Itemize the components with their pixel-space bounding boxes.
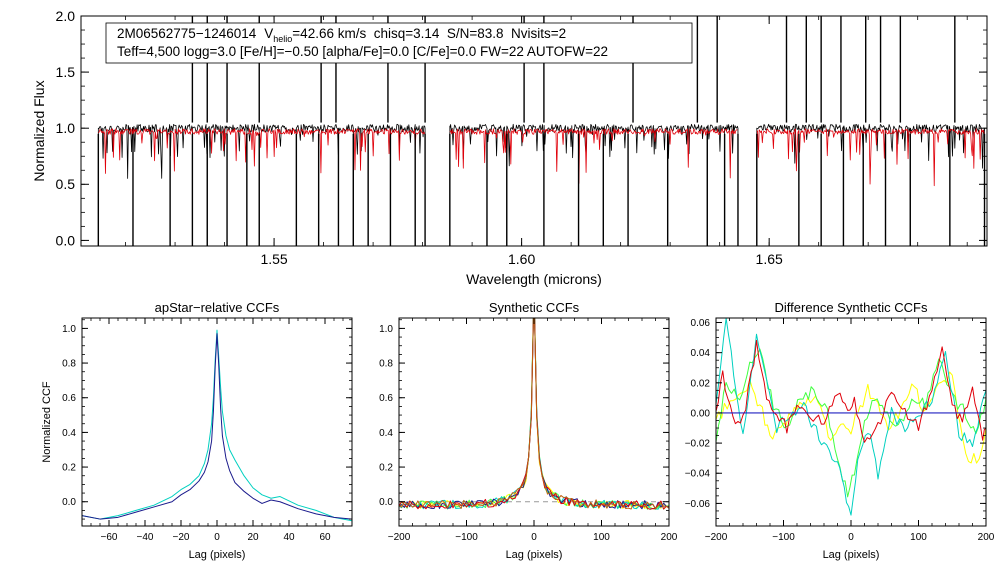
- apstar-series-visit-2: [82, 333, 352, 520]
- difference-xlabel: Lag (pixels): [823, 549, 880, 561]
- synthetic-series-c: [399, 318, 669, 510]
- y-tick-label: 1.5: [56, 64, 76, 80]
- synthetic-axes: −200 −100 0 100 200 0.0 0.2 0.4 0.6 0.8 1.0: [379, 318, 678, 543]
- difference-axes: −200 −100 0 100 200 −0.06 −0.04 −0.02 0.00 0.02 0.…: [685, 318, 995, 543]
- spectrum-series-observed: [449, 123, 739, 246]
- apstar-ylabel: Normalized CCF: [41, 381, 53, 463]
- apstar-series-visit-1: [82, 329, 352, 522]
- difference-series-cyan: [716, 318, 986, 516]
- x-tick-label: −200: [705, 532, 728, 543]
- x-tick-label: 100: [593, 532, 610, 543]
- y-tick-label: 0.5: [56, 176, 76, 192]
- synthetic-title: Synthetic CCFs: [489, 300, 580, 315]
- y-tick-label: 0.00: [691, 408, 711, 419]
- y-tick-label: 0.8: [379, 359, 393, 370]
- y-tick-label: 0.4: [62, 428, 76, 439]
- y-tick-label: 1.0: [379, 324, 393, 335]
- y-tick-label: 0.4: [379, 428, 393, 439]
- apstar-traces: [82, 329, 352, 522]
- x-tick-label: 200: [978, 532, 995, 543]
- y-tick-label: −0.04: [685, 469, 711, 480]
- x-tick-label: 60: [319, 532, 331, 543]
- header-v-rest: =42.66 km/s chisq=3.14 S/N=83.8 Nvisits=…: [292, 26, 566, 41]
- difference-series-green: [716, 348, 986, 498]
- y-tick-label: 0.0: [62, 497, 76, 508]
- x-tick-label: 1.60: [508, 251, 535, 267]
- difference-ccf-panel: Difference Synthetic CCFs −200 −100 0 100 20…: [685, 300, 995, 561]
- y-tick-label: 1.0: [56, 120, 76, 136]
- x-tick-label: 40: [283, 532, 295, 543]
- x-tick-label: 0: [214, 532, 220, 543]
- x-tick-label: −100: [455, 532, 478, 543]
- y-tick-label: −0.06: [685, 499, 711, 510]
- header-line-2: Teff=4,500 logg=3.0 [Fe/H]=−0.50 [alpha/…: [117, 44, 608, 59]
- y-tick-label: −0.02: [685, 439, 711, 450]
- apstar-axes: −60 −40 −20 0 20 40 60 0.0 0.2 0.4 0.6 0.8 1.0: [62, 318, 353, 543]
- spectrum-series-model: [756, 128, 985, 187]
- y-tick-label: 0.2: [62, 463, 76, 474]
- y-tick-label: 2.0: [56, 8, 76, 24]
- y-tick-label: 0.0: [56, 232, 76, 248]
- synthetic-ccf-panel: Synthetic CCFs −200 −100 0 100 200 0.0 0.2 0.4 0…: [379, 300, 678, 561]
- apstar-ccf-panel: apStar−relative CCFs −60 −40 −20 0 20 40 60 0.0…: [41, 300, 353, 561]
- header-v: V: [264, 26, 273, 41]
- x-tick-label: 200: [661, 532, 678, 543]
- y-tick-label: 0.6: [379, 393, 393, 404]
- apstar-xlabel: Lag (pixels): [189, 549, 246, 561]
- synthetic-frame: [398, 317, 670, 527]
- x-tick-label: −200: [388, 532, 411, 543]
- difference-frame: [715, 317, 987, 527]
- spectrum-header-box: [105, 22, 693, 64]
- header-object: 2M06562775−1246014: [117, 26, 257, 41]
- y-tick-label: 0.04: [691, 348, 711, 359]
- y-tick-label: 0.8: [62, 359, 76, 370]
- synthetic-series-d: [399, 318, 669, 510]
- synthetic-xlabel: Lag (pixels): [506, 549, 563, 561]
- difference-series-yellow: [716, 371, 986, 464]
- apstar-title: apStar−relative CCFs: [155, 300, 280, 315]
- difference-traces: [716, 318, 986, 516]
- y-tick-label: 0.0: [379, 497, 393, 508]
- x-tick-label: −40: [137, 532, 154, 543]
- spectrum-xlabel: Wavelength (microns): [466, 271, 602, 287]
- spectrum-panel: 1.55 1.60 1.65 0.0 0.5 1.0 1.5 2.0 2M06562775−1…: [31, 8, 988, 287]
- synthetic-series-f: [399, 318, 669, 510]
- x-tick-label: 0: [531, 532, 537, 543]
- x-tick-label: −100: [772, 532, 795, 543]
- y-tick-label: 0.02: [691, 378, 711, 389]
- y-tick-label: 0.6: [62, 393, 76, 404]
- x-tick-label: 1.55: [260, 251, 287, 267]
- apstar-frame: [81, 317, 353, 527]
- x-tick-label: 1.65: [756, 251, 783, 267]
- x-tick-label: −60: [101, 532, 118, 543]
- spectrum-ylabel: Normalized Flux: [31, 80, 47, 181]
- spectrum-series-model: [449, 128, 738, 184]
- difference-series-red: [716, 339, 986, 443]
- spectrum-series-observed: [97, 123, 426, 246]
- x-tick-label: −20: [173, 532, 190, 543]
- spectrum-axes: 1.55 1.60 1.65 0.0 0.5 1.0 1.5 2.0: [56, 8, 987, 267]
- spectrum-frame: [80, 15, 988, 247]
- difference-title: Difference Synthetic CCFs: [775, 300, 928, 315]
- spectrum-series-observed: [756, 123, 985, 246]
- synthetic-traces: [399, 318, 669, 510]
- x-tick-label: 0: [848, 532, 854, 543]
- spectrum-series-model: [98, 128, 426, 174]
- y-tick-label: 0.2: [379, 463, 393, 474]
- header-line-1: 2M06562775−1246014 Vhelio=42.66 km/s chis…: [117, 26, 566, 44]
- x-tick-label: 100: [910, 532, 927, 543]
- x-tick-label: 20: [247, 532, 259, 543]
- y-tick-label: 0.06: [691, 318, 711, 329]
- y-tick-label: 1.0: [62, 324, 76, 335]
- header-v-sub: helio: [273, 34, 292, 44]
